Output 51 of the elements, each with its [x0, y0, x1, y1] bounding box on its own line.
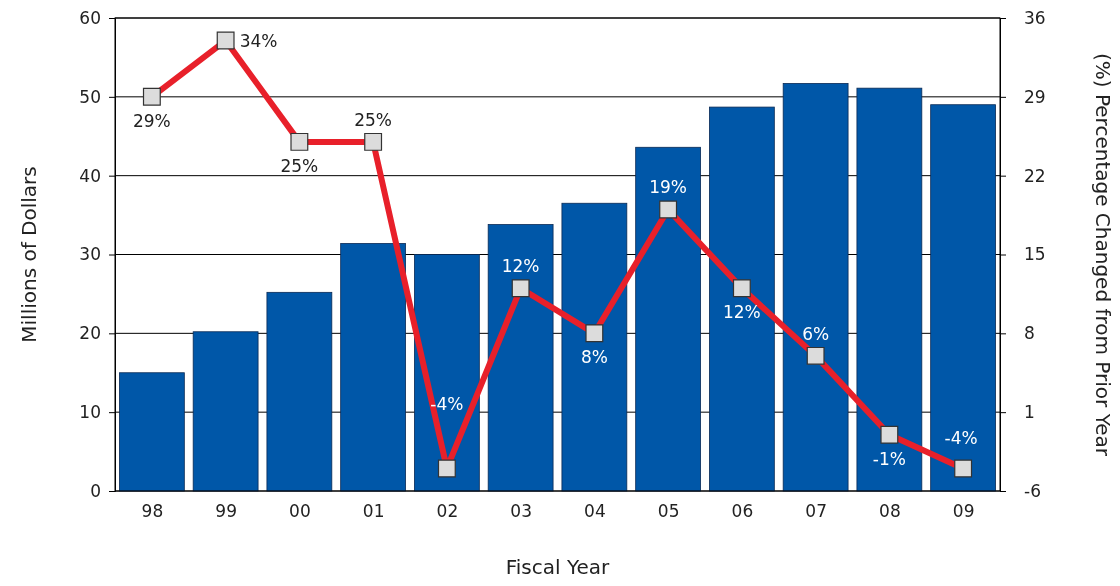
y-tick-label: 10 — [79, 402, 101, 423]
y-tick-label: 0 — [90, 480, 101, 501]
data-label: 25% — [354, 109, 393, 130]
x-tick-label: 06 — [731, 501, 754, 522]
data-label: 34% — [239, 30, 278, 51]
data-label: 12% — [501, 256, 540, 277]
y2-tick-label: -6 — [1024, 480, 1041, 501]
bar — [192, 331, 259, 492]
y-tick-label: 30 — [79, 244, 101, 265]
bar — [635, 146, 701, 492]
data-label: 12% — [722, 302, 761, 323]
x-tick-label: 02 — [436, 501, 459, 522]
data-label: 25% — [280, 155, 319, 176]
data-label: 6% — [802, 323, 830, 344]
bar — [782, 83, 849, 492]
bar — [119, 372, 185, 492]
bar — [487, 224, 554, 492]
y-tick-label: 40 — [79, 165, 101, 186]
y2-tick-label: 22 — [1024, 165, 1046, 186]
data-label: 29% — [132, 110, 171, 131]
x-tick-label: 98 — [141, 501, 164, 522]
y-tick-label: 60 — [79, 7, 101, 28]
x-tick-label: 07 — [805, 501, 827, 522]
y2-axis-title: (%) Percentage Changed from Prior Year — [1091, 52, 1115, 457]
data-label: 19% — [649, 177, 688, 198]
data-label: 8% — [580, 347, 608, 368]
y-tick-label: 50 — [79, 86, 101, 107]
y2-tick-label: 1 — [1024, 402, 1035, 423]
bar — [709, 106, 775, 492]
x-axis-title: Fiscal Year — [505, 555, 611, 579]
y-tick-label: 20 — [79, 323, 101, 344]
bar — [266, 291, 333, 492]
y-axis-title: Millions of Dollars — [17, 166, 41, 343]
y2-tick-label: 15 — [1024, 244, 1046, 265]
y2-tick-label: 29 — [1024, 86, 1046, 107]
x-tick-label: 09 — [952, 501, 975, 522]
data-label: -1% — [872, 448, 906, 469]
x-tick-label: 03 — [510, 501, 532, 522]
x-tick-label: 99 — [215, 501, 237, 522]
x-tick-label: 05 — [657, 501, 680, 522]
bar — [561, 202, 628, 492]
x-tick-label: 08 — [879, 501, 901, 522]
x-tick-label: 04 — [584, 501, 606, 522]
bar — [340, 243, 406, 492]
x-tick-label: 01 — [362, 501, 385, 522]
bar — [856, 87, 923, 492]
x-tick-label: 00 — [289, 501, 311, 522]
y2-tick-label: 8 — [1024, 323, 1035, 344]
data-label: -4% — [944, 428, 978, 449]
bar — [930, 104, 996, 492]
y2-tick-label: 36 — [1024, 7, 1046, 28]
